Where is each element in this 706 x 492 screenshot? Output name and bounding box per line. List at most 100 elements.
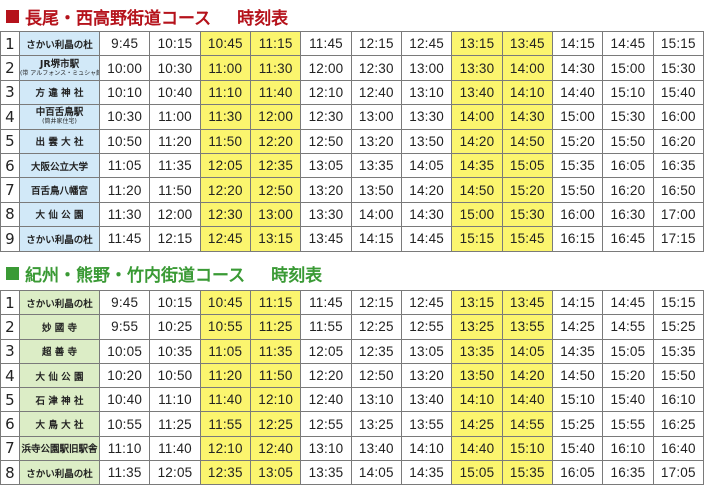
departure-time: 14:45 — [602, 289, 654, 316]
departure-time: 12:35 — [249, 152, 302, 179]
departure-time: 14:10 — [400, 435, 453, 462]
stop-number: 2 — [0, 55, 20, 81]
departure-time: 12:20 — [199, 177, 251, 203]
departure-time: 15:00 — [602, 55, 654, 81]
departure-time: 14:20 — [451, 128, 503, 154]
departure-time: 15:10 — [551, 387, 604, 413]
departure-time: 11:25 — [149, 411, 201, 437]
departure-time: 14:20 — [400, 177, 453, 203]
departure-time: 13:00 — [400, 55, 453, 81]
departure-time: 12:35 — [350, 338, 402, 364]
stop-name: 方 違 神 社 — [19, 79, 100, 106]
table-row: 4 中百舌鳥駅 (筒井家住宅) 10:30 11:00 11:30 12:00 12:30 13… — [0, 104, 705, 130]
departure-time: 16:30 — [602, 201, 654, 228]
departure-time: 16:40 — [652, 435, 705, 462]
departure-time: 12:15 — [350, 289, 402, 316]
section-title-main: 長尾・西高野街道コース — [25, 8, 212, 29]
departure-time: 13:10 — [400, 79, 453, 106]
departure-time: 15:10 — [602, 79, 654, 106]
departure-time: 17:05 — [652, 460, 705, 486]
departure-time: 12:05 — [149, 460, 201, 486]
departure-time: 15:45 — [501, 226, 553, 252]
departure-time: 14:30 — [551, 55, 604, 81]
stop-name-label: 大 仙 公 園 — [35, 210, 84, 222]
departure-time: 11:10 — [149, 387, 201, 413]
departure-time: 14:15 — [551, 289, 604, 316]
departure-time: 16:10 — [652, 387, 705, 413]
stop-name: JR堺市駅 (带 アルフォンス・ミュシャ館) — [19, 55, 100, 81]
departure-time: 13:25 — [451, 314, 503, 340]
stop-name: さかい利晶の杜 — [19, 30, 100, 57]
departure-time: 14:05 — [501, 338, 553, 364]
departure-time: 14:45 — [400, 226, 453, 252]
departure-time: 14:25 — [451, 411, 503, 437]
departure-time: 14:30 — [400, 201, 453, 228]
table-row: 9 さかい利晶の杜 11:45 12:15 12:45 13:15 13:45 14:15 14… — [0, 226, 705, 252]
departure-time: 15:20 — [501, 177, 553, 203]
section-title-tag: 時刻表 — [271, 265, 323, 286]
departure-time: 10:15 — [149, 30, 201, 57]
stop-number: 4 — [0, 104, 20, 130]
departure-time: 10:05 — [98, 338, 151, 364]
stop-number: 6 — [0, 152, 20, 179]
departure-time: 15:05 — [501, 152, 553, 179]
stop-name-label: 超 善 寺 — [41, 347, 78, 359]
departure-time: 16:10 — [602, 435, 654, 462]
departure-time: 12:50 — [350, 362, 402, 389]
stop-name: 出 雲 大 社 — [19, 128, 100, 154]
departure-time: 13:20 — [400, 362, 453, 389]
departure-time: 16:35 — [652, 152, 705, 179]
timetable-kishu: 1 さかい利晶の杜 9:45 10:15 10:45 11:15 11:45 12:15 12:… — [0, 289, 705, 486]
departure-time: 10:45 — [199, 30, 251, 57]
stop-name-label: さかい利晶の杜 — [26, 39, 93, 51]
stop-name: 妙 國 寺 — [19, 314, 100, 340]
departure-time: 15:30 — [602, 104, 654, 130]
departure-time: 10:55 — [98, 411, 151, 437]
stop-name-label: さかい利晶の杜 — [26, 298, 93, 310]
departure-time: 16:00 — [551, 201, 604, 228]
departure-time: 12:10 — [199, 435, 251, 462]
departure-time: 15:35 — [652, 338, 705, 364]
departure-time: 15:10 — [501, 435, 553, 462]
departure-time: 13:50 — [350, 177, 402, 203]
departure-time: 16:35 — [602, 460, 654, 486]
departure-time: 11:35 — [149, 152, 201, 179]
departure-time: 12:20 — [300, 362, 352, 389]
departure-time: 11:55 — [199, 411, 251, 437]
departure-time: 16:05 — [551, 460, 604, 486]
table-row: 5 出 雲 大 社 10:50 11:20 11:50 12:20 12:50 13:20 13… — [0, 128, 705, 154]
departure-time: 10:15 — [149, 289, 201, 316]
departure-time: 10:20 — [98, 362, 151, 389]
departure-time: 14:50 — [551, 362, 604, 389]
table-row: 8 大 仙 公 園 11:30 12:00 12:30 13:00 13:30 14:00 14… — [0, 201, 705, 228]
departure-time: 15:05 — [451, 460, 503, 486]
departure-time: 13:10 — [300, 435, 352, 462]
departure-time: 12:00 — [300, 55, 352, 81]
departure-time: 12:40 — [249, 435, 302, 462]
stop-number: 1 — [0, 289, 20, 316]
stop-name: 石 津 神 社 — [19, 387, 100, 413]
departure-time: 13:45 — [501, 30, 553, 57]
section-title-kishu: 紀州・熊野・竹内街道コース 時刻表 — [4, 261, 323, 286]
departure-time: 10:50 — [149, 362, 201, 389]
stop-name-label: 大阪公立大学 — [30, 161, 88, 173]
stop-name-label: さかい利晶の杜 — [26, 468, 93, 480]
departure-time: 13:25 — [350, 411, 402, 437]
departure-time: 16:15 — [551, 226, 604, 252]
departure-time: 12:25 — [249, 411, 302, 437]
departure-time: 11:05 — [98, 152, 151, 179]
stop-number: 2 — [0, 314, 20, 340]
departure-time: 14:35 — [551, 338, 604, 364]
departure-time: 12:10 — [300, 79, 352, 106]
departure-time: 15:00 — [451, 201, 503, 228]
departure-time: 15:25 — [652, 314, 705, 340]
departure-time: 11:25 — [249, 314, 302, 340]
table-row: 1 さかい利晶の杜 9:45 10:15 10:45 11:15 11:45 12:15 12:… — [0, 289, 705, 316]
departure-time: 13:15 — [249, 226, 302, 252]
departure-time: 11:05 — [199, 338, 251, 364]
departure-time: 13:20 — [350, 128, 402, 154]
departure-time: 12:05 — [300, 338, 352, 364]
departure-time: 11:40 — [249, 79, 302, 106]
departure-time: 11:20 — [98, 177, 151, 203]
